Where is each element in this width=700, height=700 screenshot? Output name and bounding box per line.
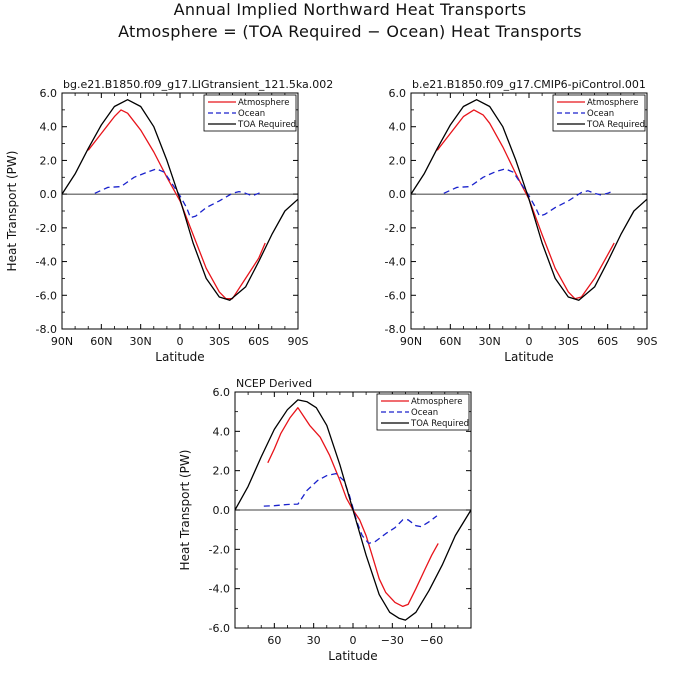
x-tick-label: 60S <box>248 335 269 348</box>
x-tick-label: −30 <box>381 634 404 647</box>
x-tick-label: 60N <box>90 335 112 348</box>
x-tick-label: 60S <box>597 335 618 348</box>
y-tick-label: 0.0 <box>40 188 58 201</box>
chart-panel-2: b.e21.B1850.f09_g17.CMIP6-piControl.001 6… <box>385 78 658 364</box>
figure-subtitle: Atmosphere = (TOA Required − Ocean) Heat… <box>118 22 582 41</box>
legend-label: TOA Required <box>237 120 296 130</box>
x-tick-label: 60 <box>267 634 281 647</box>
panel-title: b.e21.B1850.f09_g17.CMIP6-piControl.001 <box>412 78 646 91</box>
y-tick-label: 0.0 <box>213 504 231 517</box>
series-line-toa-required <box>410 99 648 301</box>
legend-label: Atmosphere <box>238 98 289 108</box>
x-tick-label: 0 <box>526 335 533 348</box>
legend-label: Ocean <box>411 408 438 418</box>
y-tick-label: 4.0 <box>40 121 58 134</box>
series-line-atmosphere <box>267 407 439 608</box>
x-axis-label: Latitude <box>328 649 377 663</box>
x-tick-label: 30N <box>130 335 152 348</box>
y-tick-label: -4.0 <box>209 583 230 596</box>
y-tick-label: 4.0 <box>213 425 231 438</box>
y-tick-label: -8.0 <box>385 323 406 336</box>
series-line-atmosphere <box>436 109 615 300</box>
x-axis-label: Latitude <box>504 350 553 364</box>
x-tick-label: 90N <box>400 335 422 348</box>
panel-title: bg.e21.B1850.f09_g17.LIGtransient_121.5k… <box>63 78 333 91</box>
legend-label: Atmosphere <box>587 98 638 108</box>
legend-label: Ocean <box>238 109 265 119</box>
y-tick-label: 6.0 <box>213 386 231 399</box>
legend-label: Ocean <box>587 109 614 119</box>
y-tick-label: -6.0 <box>385 289 406 302</box>
y-tick-label: -4.0 <box>36 256 57 269</box>
panel-title: NCEP Derived <box>236 377 312 390</box>
legend-label: Atmosphere <box>411 397 462 407</box>
x-tick-label: 90S <box>637 335 658 348</box>
x-tick-label: −60 <box>420 634 443 647</box>
y-tick-label: 6.0 <box>389 87 407 100</box>
legend-label: TOA Required <box>586 120 645 130</box>
series-line-toa-required <box>234 399 472 621</box>
y-tick-label: 4.0 <box>389 121 407 134</box>
y-tick-label: -2.0 <box>385 222 406 235</box>
y-tick-label: 2.0 <box>40 154 58 167</box>
y-tick-label: -4.0 <box>385 256 406 269</box>
y-tick-label: -2.0 <box>36 222 57 235</box>
x-tick-label: 30N <box>479 335 501 348</box>
y-tick-label: -2.0 <box>209 543 230 556</box>
y-tick-label: -6.0 <box>209 622 230 635</box>
x-tick-label: 30S <box>558 335 579 348</box>
x-tick-label: 0 <box>177 335 184 348</box>
series-line-ocean <box>94 168 263 219</box>
legend-label: TOA Required <box>410 419 469 429</box>
x-tick-label: 0 <box>350 634 357 647</box>
chart-panel-1: bg.e21.B1850.f09_g17.LIGtransient_121.5k… <box>5 78 333 364</box>
y-axis-label: Heat Transport (PW) <box>5 151 19 272</box>
y-tick-label: 6.0 <box>40 87 58 100</box>
x-tick-label: 30S <box>209 335 230 348</box>
x-tick-label: 90S <box>288 335 309 348</box>
y-tick-label: 2.0 <box>389 154 407 167</box>
y-tick-label: 0.0 <box>389 188 407 201</box>
x-tick-label: 90N <box>51 335 73 348</box>
y-tick-label: -6.0 <box>36 289 57 302</box>
series-line-ocean <box>263 472 438 545</box>
series-line-toa-required <box>61 99 299 301</box>
x-tick-label: 30 <box>307 634 321 647</box>
y-tick-label: -8.0 <box>36 323 57 336</box>
x-tick-label: 60N <box>439 335 461 348</box>
figure-title: Annual Implied Northward Heat Transports <box>173 0 527 19</box>
chart-panel-3: NCEP Derived 6.0 4.0 2.0 0.0 -2.0 -4.0 -6.0 60 30… <box>178 377 472 663</box>
series-line-atmosphere <box>87 109 266 300</box>
y-tick-label: 2.0 <box>213 465 231 478</box>
x-axis-label: Latitude <box>155 350 204 364</box>
y-axis-label: Heat Transport (PW) <box>178 450 192 571</box>
series-line-ocean <box>443 168 612 217</box>
